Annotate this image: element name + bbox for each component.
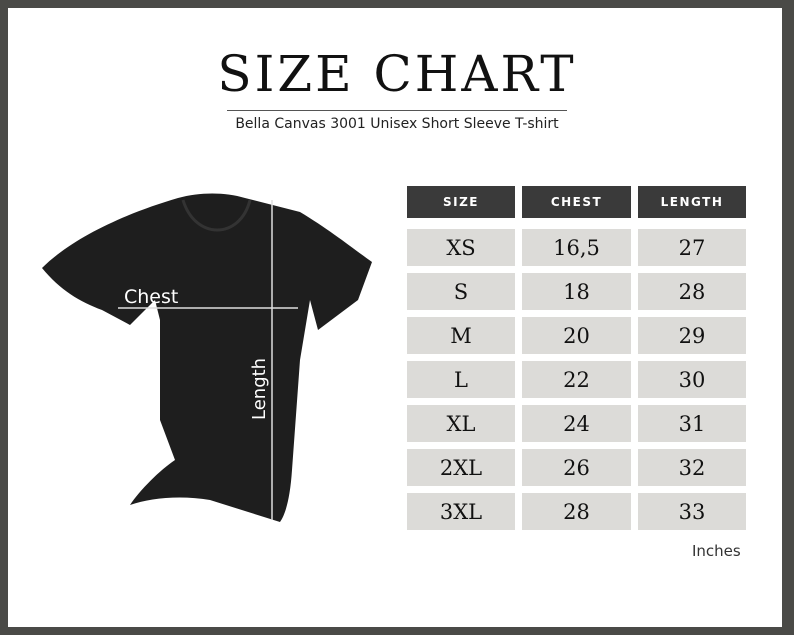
cell-chest: 22 [522, 361, 631, 398]
cell-chest: 20 [522, 317, 631, 354]
cell-size: M [407, 317, 515, 354]
tshirt-shape [42, 193, 372, 522]
cell-length: 28 [638, 273, 746, 310]
cell-size: S [407, 273, 515, 310]
chest-label: Chest [124, 286, 178, 308]
cell-chest: 18 [522, 273, 631, 310]
cell-size: 3XL [407, 493, 515, 530]
cell-chest: 28 [522, 493, 631, 530]
cell-length: 31 [638, 405, 746, 442]
cell-chest: 16,5 [522, 229, 631, 266]
cell-size: XS [407, 229, 515, 266]
cell-length: 32 [638, 449, 746, 486]
collar [181, 199, 252, 232]
cell-chest: 26 [522, 449, 631, 486]
cell-chest: 24 [522, 405, 631, 442]
page-title: SIZE CHART [217, 45, 577, 103]
subtitle: Bella Canvas 3001 Unisex Short Sleeve T-… [235, 116, 559, 132]
cell-length: 29 [638, 317, 746, 354]
cell-size: XL [407, 405, 515, 442]
header-chest: CHEST [522, 186, 631, 218]
cell-length: 30 [638, 361, 746, 398]
units-label: Inches [692, 542, 741, 560]
header-length: LENGTH [638, 186, 746, 218]
title-divider [227, 110, 567, 111]
cell-size: 2XL [407, 449, 515, 486]
cell-size: L [407, 361, 515, 398]
length-label: Length [249, 358, 270, 420]
cell-length: 27 [638, 229, 746, 266]
header-size: SIZE [407, 186, 515, 218]
cell-length: 33 [638, 493, 746, 530]
